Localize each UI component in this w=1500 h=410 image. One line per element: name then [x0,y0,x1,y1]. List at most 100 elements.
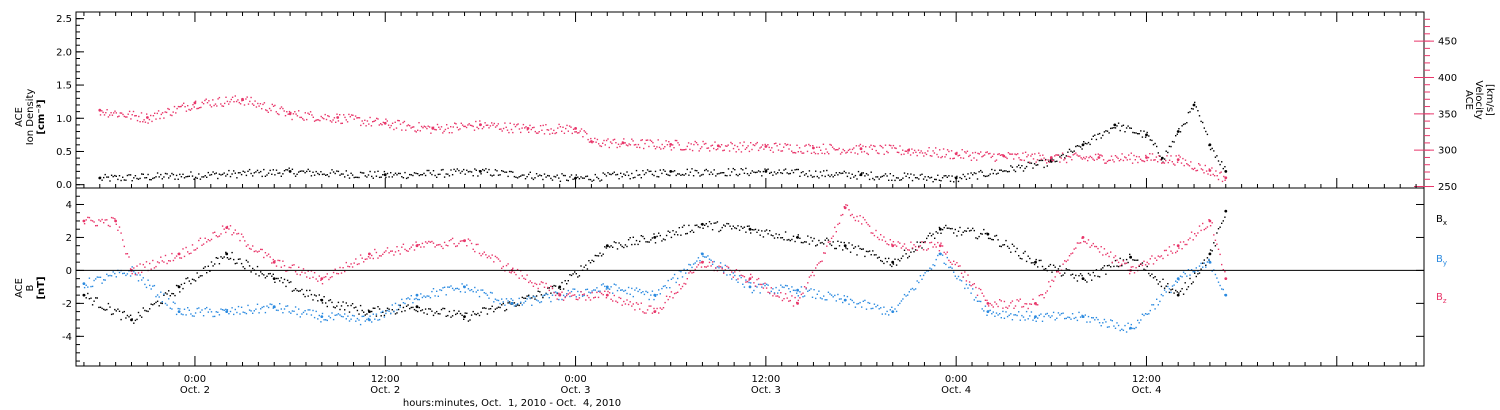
top-series-1-dot [958,154,961,156]
top-series-0-dot [304,172,306,174]
bottom-series-0-dot [505,308,508,311]
top-series-0-dot [710,171,712,173]
top-series-0-dot [1016,166,1018,168]
bottom-series-1-dot [1156,298,1158,300]
bottom-series-0-dot [185,277,187,280]
top-series-0-dot [1146,131,1148,134]
top-series-0-dot [274,174,276,176]
bottom-series-1-dot [299,316,301,318]
top-series-0-dot [786,172,788,174]
bottom-series-2-dot [599,291,601,293]
top-series-1-dot [280,106,283,108]
top-series-0-dot [775,173,777,175]
bottom-series-0-dot [1032,262,1034,264]
bottom-series-2-dot [1213,234,1215,236]
top-series-1-dot [118,115,120,117]
bottom-series-1-dot [864,299,866,302]
bottom-series-0-dot [405,305,408,307]
top-series-0-dot [443,176,446,178]
bottom-series-0-dot [1108,264,1110,267]
top-series-0-dot [364,175,366,177]
bottom-series-2-dot [450,239,452,241]
bottom-series-0-dot [548,287,550,289]
bottom-series-0-dot [934,237,936,239]
bottom-series-2-dot [934,243,936,246]
bottom-series-0-dot [386,307,389,309]
bottom-series-2-dot [1129,272,1131,275]
bottom-series-2-dot [386,247,389,249]
bottom-series-0-dot [558,287,560,289]
top-series-1-dot [575,131,577,133]
bottom-series-1-dot [196,307,198,310]
top-series-1-dot [715,149,717,151]
top-series-1-dot [945,153,947,156]
top-series-1-dot [757,149,760,152]
bottom-series-0-dot [478,314,481,317]
top-series-0-dot [1206,133,1209,136]
top-series-1-dot [820,149,822,151]
top-series-1-dot [933,152,936,154]
top-series-1-dot [713,147,715,150]
top-series-0-dot [1092,135,1094,137]
top-series-1-dot [183,102,185,104]
top-series-0-dot [724,174,726,177]
bottom-series-0-dot [247,261,249,263]
top-series-0-dot [588,178,590,181]
bottom-series-0-dot [1013,245,1015,247]
bottom-series-2-dot [1182,241,1185,243]
bottom-series-1-dot [91,285,94,288]
top-series-1-dot [1142,160,1144,162]
top-series-0-dot [991,168,993,171]
bottom-series-1-dot [1121,328,1123,330]
bottom-series-2-dot [864,219,866,221]
bottom-series-2-dot [255,250,257,252]
bottom-series-1-dot [526,298,528,300]
bottom-series-1-dot [1160,293,1163,296]
top-series-0-dot [1071,151,1074,153]
bottom-series-1-dot [854,306,857,308]
top-series-0-dot [562,174,565,177]
bottom-series-1-dot [539,301,541,304]
bottom-series-0-dot [424,308,427,310]
top-series-1-dot [1162,162,1164,164]
bottom-series-1-dot [125,274,127,277]
top-series-0-dot [260,170,262,173]
top-series-1-dot [1018,157,1020,159]
top-series-1-dot [387,124,390,126]
top-series-0-dot [1014,170,1017,173]
top-series-0-dot [188,175,190,177]
bottom-series-2-dot [277,259,279,262]
bottom-series-2-dot [585,299,587,301]
bottom-series-1-dot [194,312,197,314]
bottom-series-1-dot [275,309,278,311]
bottom-series-2-dot [1108,255,1110,258]
top-series-1-dot [103,114,106,116]
top-series-0-dot [177,178,179,180]
bottom-series-2-dot [374,248,376,251]
bottom-series-0-dot [123,310,125,313]
bottom-series-0-dot [1087,272,1090,275]
bottom-series-2-dot [1102,254,1104,256]
bottom-series-2-dot [291,264,294,266]
bottom-series-0-dot [475,313,477,316]
bottom-series-2-dot [340,272,343,274]
top-series-0-dot [1202,121,1204,124]
bottom-series-1-dot [332,318,335,321]
bottom-series-0-dot [367,309,370,311]
top-series-1-dot [689,148,691,151]
top-series-1-dot [282,107,284,110]
top-series-0-dot [702,173,704,176]
bottom-series-1-dot [700,252,703,255]
bottom-series-2-dot [1135,267,1137,269]
bottom-series-2-dot [786,297,788,299]
bottom-series-2-dot [903,243,906,245]
top-series-1-dot [1046,162,1048,164]
bottom-series-1-dot [210,311,213,313]
bottom-series-0-dot [145,310,148,312]
top-series-1-dot [1220,171,1222,173]
bottom-series-2-dot [359,254,362,256]
bottom-series-0-dot [1173,292,1175,294]
bottom-series-1-dot [610,286,612,288]
bottom-series-0-dot [169,295,171,297]
top-series-1-dot [393,128,395,131]
